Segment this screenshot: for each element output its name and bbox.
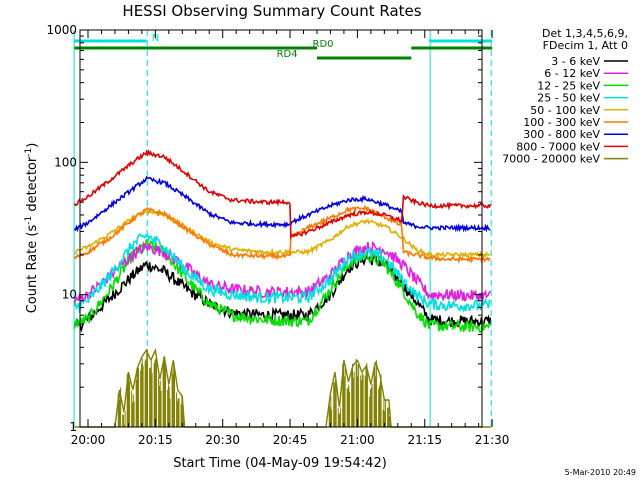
plot-frame	[79, 29, 483, 428]
chart-title: HESSI Observing Summary Count Rates	[122, 2, 421, 20]
series-line-3	[73, 232, 491, 314]
flag-label: N	[152, 33, 159, 44]
x-axis-label: Start Time (04-May-09 19:54:42)	[173, 456, 387, 471]
legend-label: 100 - 300 keV	[523, 116, 600, 129]
plot-timestamp: 5-Mar-2010 20:49	[565, 468, 636, 477]
series-line-6	[73, 175, 491, 233]
y-axis-label: Count Rate (s-1 detector-1)	[24, 143, 40, 314]
legend-label: 25 - 50 keV	[537, 92, 600, 105]
series-line-2	[73, 238, 491, 334]
legend-label: 3 - 6 keV	[551, 55, 600, 68]
legend-label: 6 - 12 keV	[544, 67, 600, 80]
x-axis: 20:00 20:15 20:30 20:45 21:00 21:15 21:30	[71, 30, 510, 447]
legend-label: 12 - 25 keV	[537, 79, 600, 92]
y-tick-label: 10	[62, 288, 77, 302]
observing-flags: N RD0 RD4	[74, 33, 493, 60]
y-axis: 1 10 100 1000	[46, 23, 482, 434]
x-tick-label: 21:00	[340, 433, 375, 447]
x-tick-label: 20:00	[71, 433, 106, 447]
legend-header: FDecim 1, Att 0	[543, 39, 628, 52]
x-tick-label: 20:30	[205, 433, 240, 447]
series-line-5	[73, 205, 491, 264]
flag-label: RD4	[277, 49, 298, 60]
y-tick-label: 1000	[46, 23, 77, 37]
legend: Det 1,3,4,5,6,9,FDecim 1, Att 0 3 - 6 keV…	[502, 27, 628, 166]
legend-header: Det 1,3,4,5,6,9,	[542, 27, 628, 40]
legend-label: 800 - 7000 keV	[516, 140, 600, 153]
x-tick-label: 21:15	[407, 433, 442, 447]
legend-label: 7000 - 20000 keV	[502, 153, 600, 166]
legend-label: 300 - 800 keV	[523, 128, 600, 141]
x-tick-label: 20:15	[138, 433, 173, 447]
x-tick-label: 21:30	[475, 433, 510, 447]
x-tick-label: 20:45	[273, 433, 308, 447]
legend-label: 50 - 100 keV	[530, 104, 600, 117]
data-series	[73, 148, 492, 428]
flag-label: RD0	[313, 39, 334, 50]
series-line-4	[74, 208, 491, 260]
series-line-7	[73, 148, 492, 240]
cyan-marker-lines	[73, 30, 492, 427]
y-tick-label: 100	[54, 155, 77, 169]
y-tick-label: 1	[69, 420, 77, 434]
series-line-0	[73, 254, 492, 333]
